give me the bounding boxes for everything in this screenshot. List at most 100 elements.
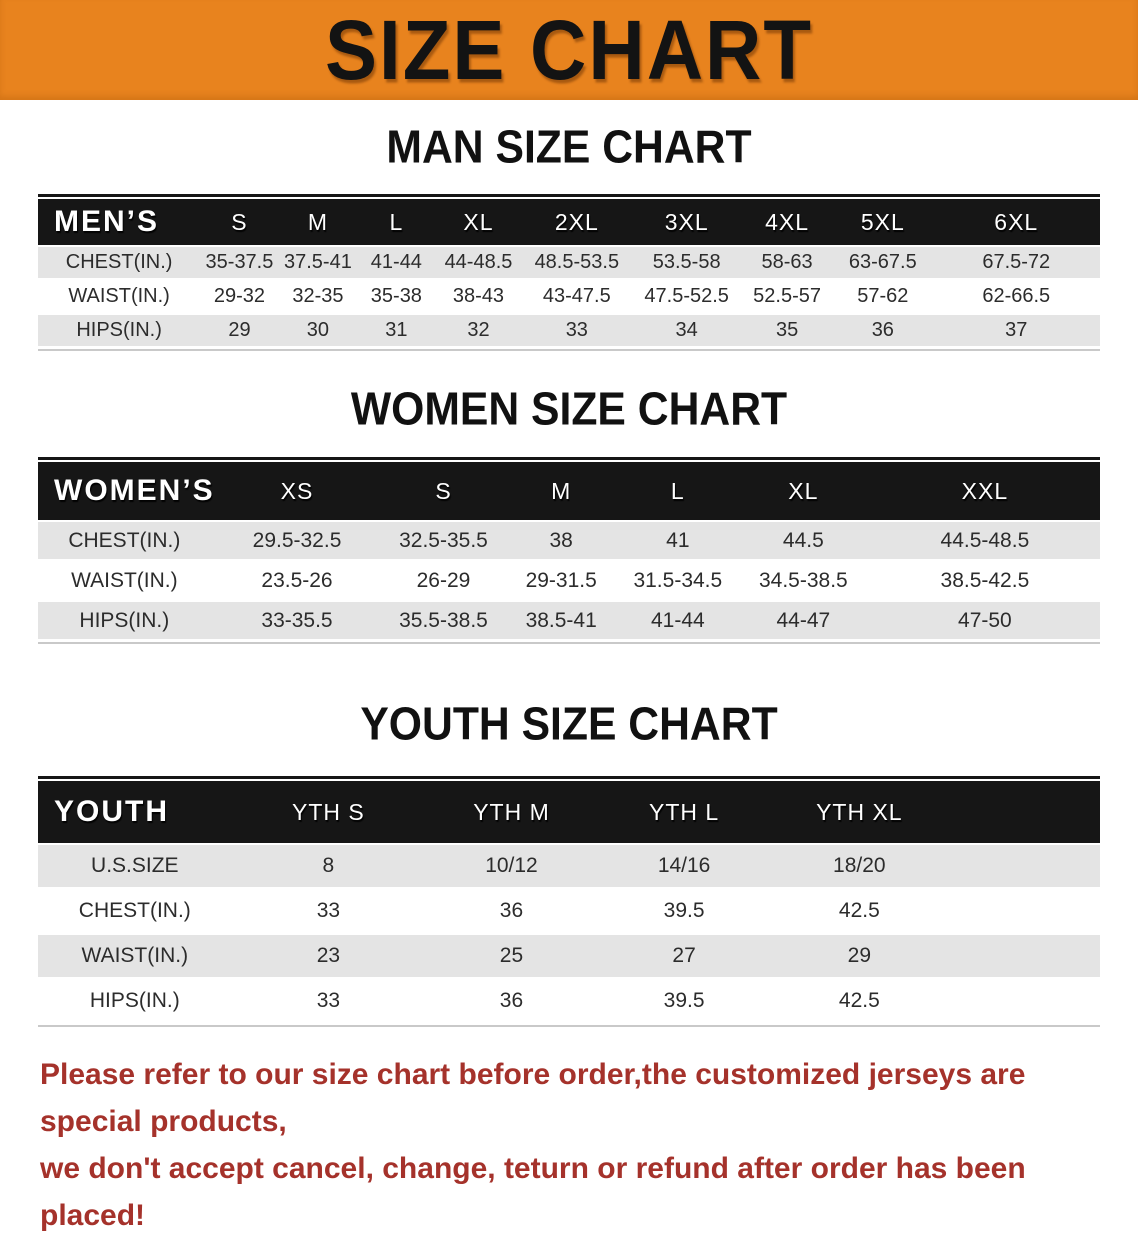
youth-size-table-wrap: YOUTH YTH S YTH M YTH L YTH XL U.S.SIZE 8 10/12…: [38, 776, 1100, 1027]
size-value-cell: 32: [435, 315, 522, 349]
size-value-cell: 44.5: [736, 522, 870, 562]
table-row: HIPS(IN.) 29 30 31 32 33 34 35 36 37: [38, 315, 1100, 349]
size-value-cell: 23: [231, 935, 426, 980]
spacer-cell: [948, 781, 1100, 845]
size-value-cell: 35.5-38.5: [383, 602, 504, 642]
spacer-cell: [948, 890, 1100, 935]
size-value-cell: 26-29: [383, 562, 504, 602]
size-value-cell: 29: [200, 315, 279, 349]
size-value-cell: 23.5-26: [210, 562, 384, 602]
size-value-cell: 32.5-35.5: [383, 522, 504, 562]
size-header-cell: L: [357, 199, 436, 247]
size-value-cell: 44.5-48.5: [869, 522, 1100, 562]
size-value-cell: 31.5-34.5: [618, 562, 737, 602]
youth-size-table: YOUTH YTH S YTH M YTH L YTH XL U.S.SIZE 8 10/12…: [38, 781, 1100, 1025]
size-value-cell: 36: [425, 980, 598, 1025]
size-value-cell: 58-63: [741, 247, 834, 281]
women-size-table-wrap: WOMEN’S XS S M L XL XXL CHEST(IN.) 29.5-32.5 32.5…: [38, 457, 1100, 644]
disclaimer-line-2: we don't accept cancel, change, teturn o…: [40, 1152, 1026, 1232]
table-row: CHEST(IN.) 29.5-32.5 32.5-35.5 38 41 44.5 44.5…: [38, 522, 1100, 562]
size-header-cell: YTH S: [231, 781, 426, 845]
row-label-cell: U.S.SIZE: [38, 845, 232, 890]
size-header-cell: YTH XL: [770, 781, 949, 845]
table-row: CHEST(IN.) 35-37.5 37.5-41 41-44 44-48.5 48.5…: [38, 247, 1100, 281]
table-row: CHEST(IN.) 33 36 39.5 42.5: [38, 890, 1100, 935]
men-size-table-wrap: MEN’S S M L XL 2XL 3XL 4XL 5XL 6XL CHEST(IN.) 35-37…: [38, 194, 1100, 351]
row-label-cell: CHEST(IN.): [38, 890, 232, 935]
size-value-cell: 39.5: [597, 980, 771, 1025]
size-value-cell: 14/16: [597, 845, 771, 890]
size-value-cell: 33: [231, 890, 426, 935]
size-value-cell: 41: [618, 522, 737, 562]
row-label-cell: CHEST(IN.): [38, 522, 211, 562]
table-row: HIPS(IN.) 33-35.5 35.5-38.5 38.5-41 41-44 44-…: [38, 602, 1100, 642]
size-value-cell: 29-32: [200, 281, 279, 315]
table-row: HIPS(IN.) 33 36 39.5 42.5: [38, 980, 1100, 1025]
size-value-cell: 41-44: [618, 602, 737, 642]
size-value-cell: 34: [632, 315, 742, 349]
table-row: WAIST(IN.) 23.5-26 26-29 29-31.5 31.5-34.5 34…: [38, 562, 1100, 602]
size-value-cell: 63-67.5: [833, 247, 933, 281]
size-value-cell: 37.5-41: [278, 247, 358, 281]
size-header-cell: 2XL: [521, 199, 633, 247]
table-row: WAIST(IN.) 23 25 27 29: [38, 935, 1100, 980]
size-value-cell: 29.5-32.5: [210, 522, 384, 562]
men-size-table: MEN’S S M L XL 2XL 3XL 4XL 5XL 6XL CHEST(IN.) 35-37…: [38, 199, 1100, 349]
size-value-cell: 33: [521, 315, 633, 349]
disclaimer-line-1: Please refer to our size chart before or…: [40, 1058, 1026, 1138]
size-value-cell: 35-37.5: [200, 247, 279, 281]
size-value-cell: 10/12: [425, 845, 598, 890]
size-header-cell: XXL: [869, 462, 1100, 522]
size-header-cell: YTH L: [597, 781, 771, 845]
spacer-cell: [948, 845, 1100, 890]
size-header-cell: 5XL: [833, 199, 933, 247]
size-value-cell: 39.5: [597, 890, 771, 935]
size-value-cell: 36: [833, 315, 933, 349]
size-value-cell: 37: [932, 315, 1100, 349]
size-value-cell: 33: [231, 980, 426, 1025]
size-value-cell: 34.5-38.5: [736, 562, 870, 602]
size-value-cell: 62-66.5: [932, 281, 1100, 315]
youth-section-heading: YOUTH SIZE CHART: [360, 698, 778, 751]
size-chart-banner: SIZE CHART: [0, 0, 1138, 100]
row-label-cell: WAIST(IN.): [38, 281, 201, 315]
size-value-cell: 52.5-57: [741, 281, 834, 315]
men-section-heading: MAN SIZE CHART: [386, 121, 752, 174]
size-value-cell: 42.5: [770, 980, 949, 1025]
size-value-cell: 18/20: [770, 845, 949, 890]
size-value-cell: 33-35.5: [210, 602, 384, 642]
size-value-cell: 36: [425, 890, 598, 935]
size-value-cell: 48.5-53.5: [521, 247, 633, 281]
banner-title: SIZE CHART: [325, 2, 813, 98]
size-value-cell: 38.5-41: [503, 602, 619, 642]
size-header-cell: S: [383, 462, 504, 522]
size-header-cell: 3XL: [632, 199, 742, 247]
size-value-cell: 47.5-52.5: [632, 281, 742, 315]
table-title-cell: WOMEN’S: [38, 462, 213, 522]
table-row: WAIST(IN.) 29-32 32-35 35-38 38-43 43-47.5 47.…: [38, 281, 1100, 315]
size-value-cell: 38-43: [435, 281, 522, 315]
size-value-cell: 27: [597, 935, 771, 980]
size-value-cell: 41-44: [357, 247, 436, 281]
size-value-cell: 43-47.5: [521, 281, 633, 315]
size-value-cell: 35: [741, 315, 834, 349]
table-title-cell: MEN’S: [38, 199, 201, 247]
size-value-cell: 42.5: [770, 890, 949, 935]
table-title-cell: YOUTH: [38, 781, 232, 845]
size-header-cell: XL: [435, 199, 522, 247]
size-value-cell: 47-50: [869, 602, 1100, 642]
size-value-cell: 35-38: [357, 281, 436, 315]
size-header-cell: M: [278, 199, 358, 247]
size-value-cell: 8: [231, 845, 426, 890]
women-section-heading: WOMEN SIZE CHART: [350, 383, 788, 436]
size-value-cell: 44-47: [736, 602, 870, 642]
size-header-cell: XL: [736, 462, 870, 522]
size-value-cell: 38: [503, 522, 619, 562]
size-value-cell: 53.5-58: [632, 247, 742, 281]
size-header-cell: 6XL: [932, 199, 1100, 247]
spacer-cell: [948, 980, 1100, 1025]
table-header-row: WOMEN’S XS S M L XL XXL: [38, 462, 1100, 522]
size-header-cell: S: [200, 199, 279, 247]
size-header-cell: YTH M: [425, 781, 598, 845]
row-label-cell: HIPS(IN.): [38, 980, 232, 1025]
